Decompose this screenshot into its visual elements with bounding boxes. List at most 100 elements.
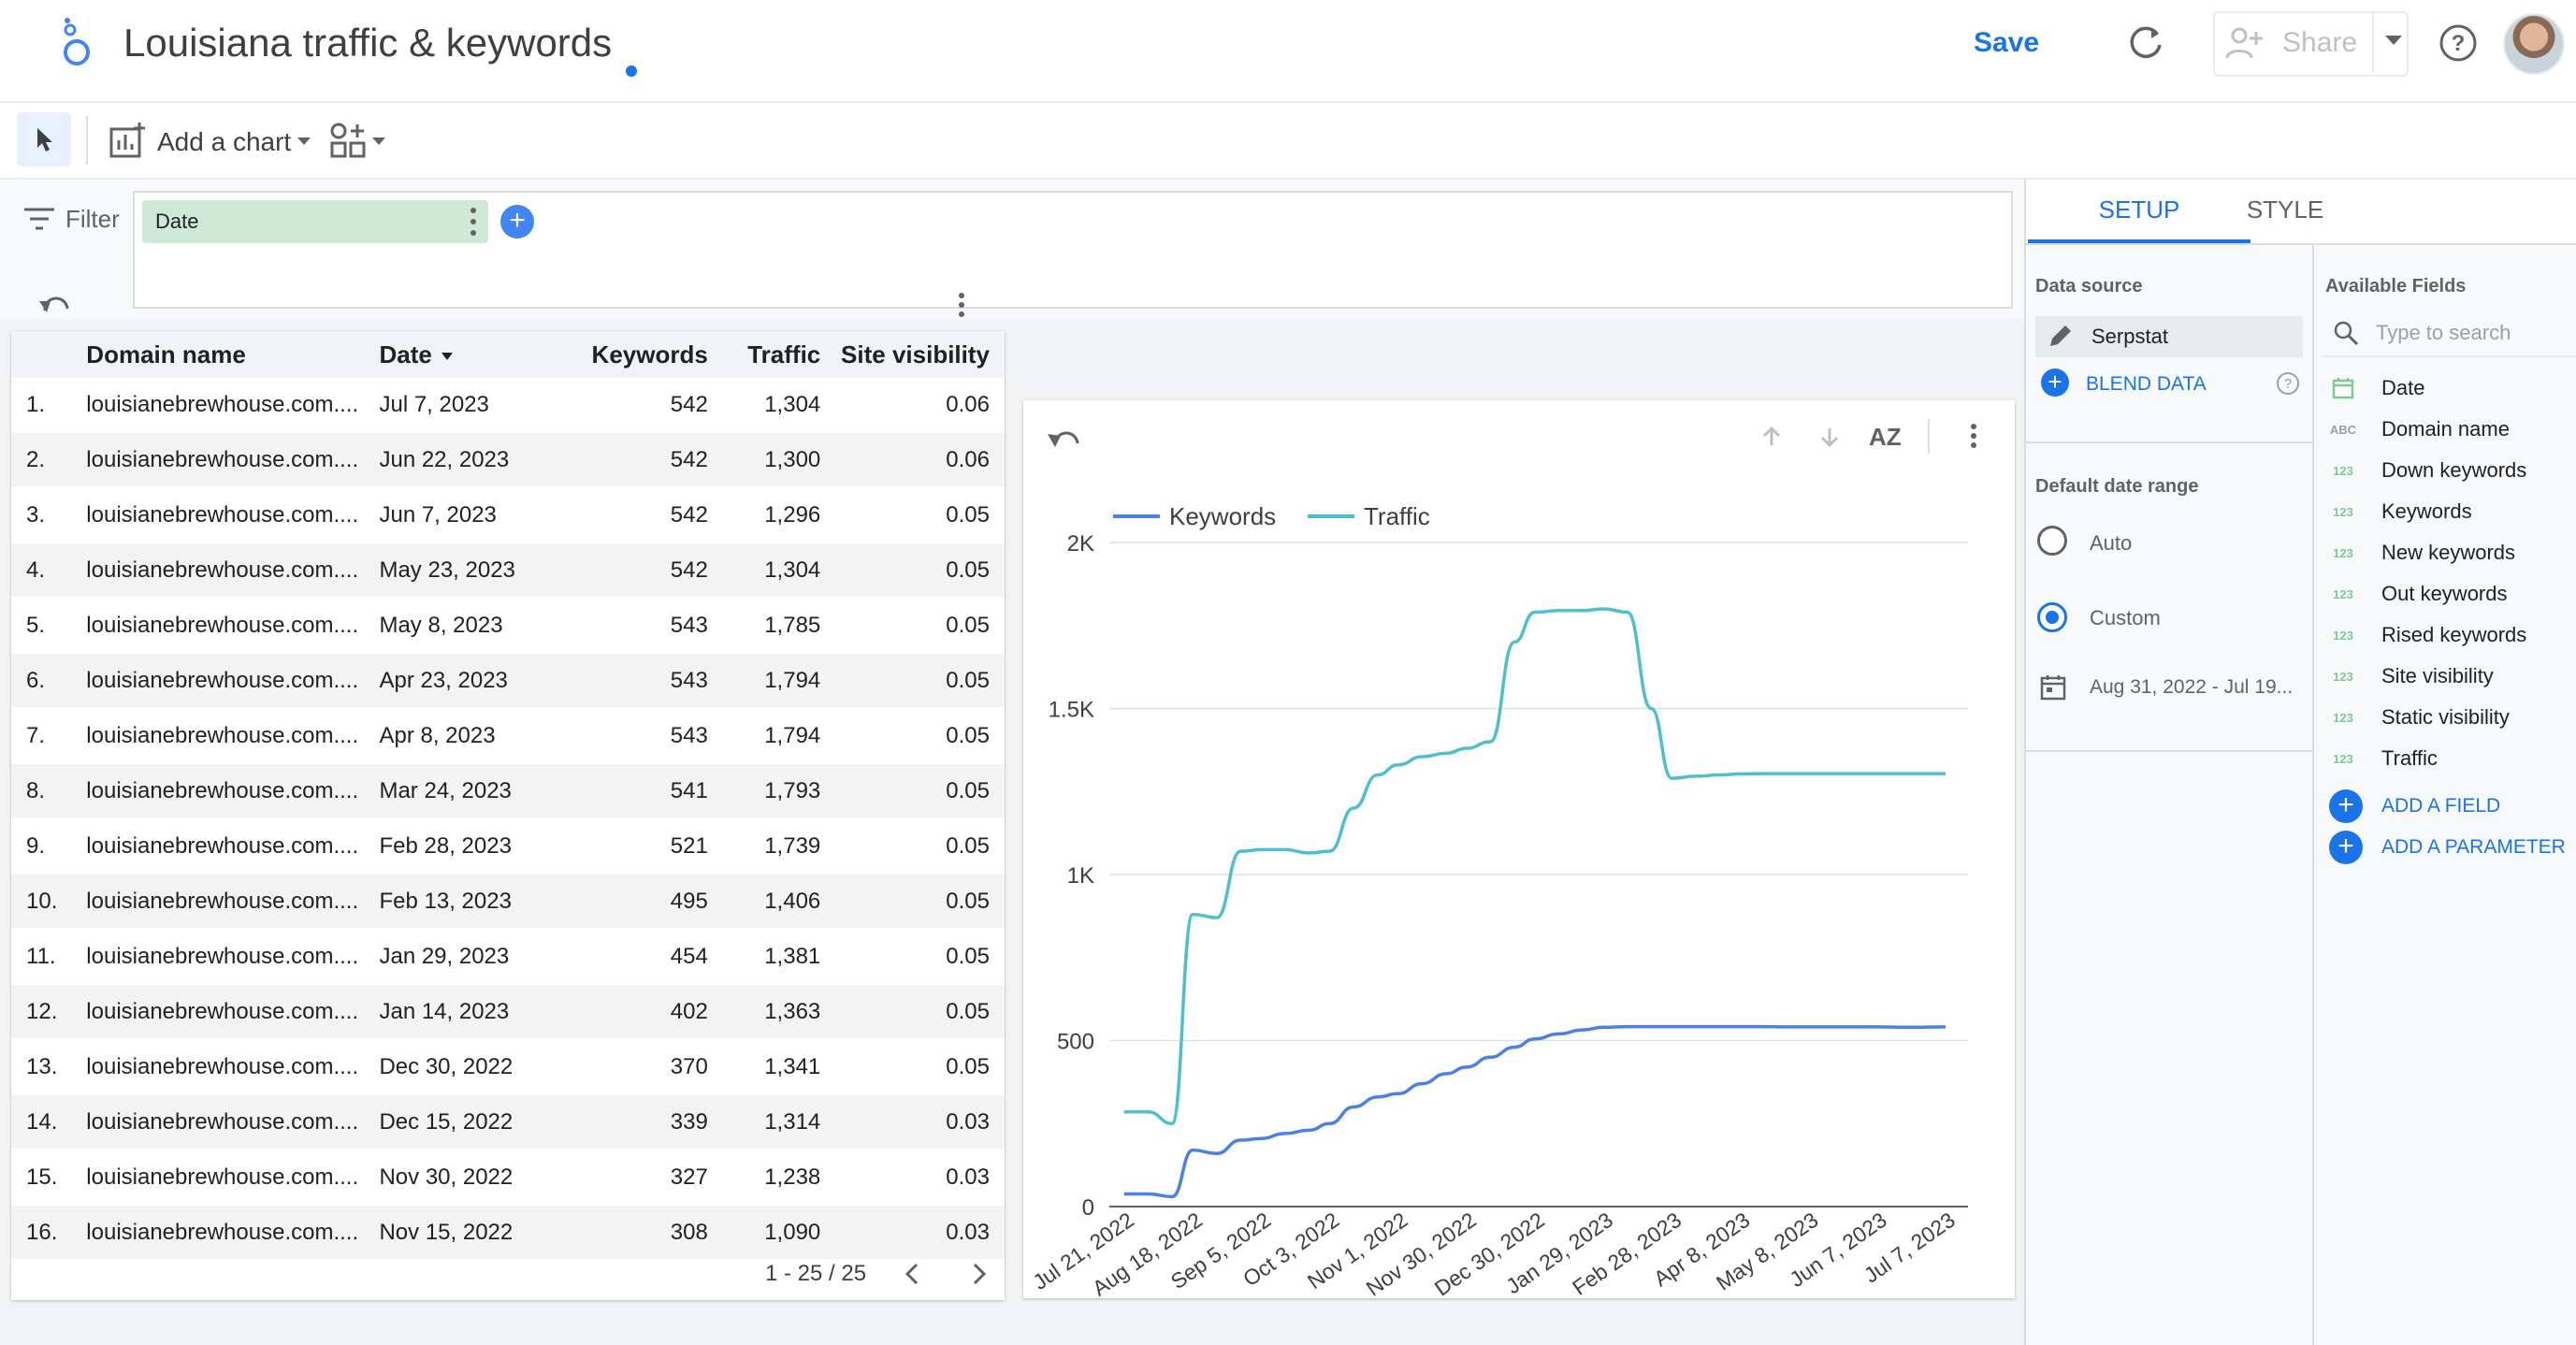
- table-row[interactable]: 12. louisianebrewhouse.com.... Jan 14, 202…: [11, 984, 1005, 1040]
- chart-undo-icon[interactable]: [1048, 431, 1079, 447]
- field-item[interactable]: 123 Traffic: [2329, 741, 2572, 778]
- custom-radio[interactable]: [2037, 602, 2067, 632]
- sort-ascending-icon[interactable]: [1762, 426, 1781, 445]
- report-title[interactable]: Louisiana traffic & keywords: [123, 21, 613, 65]
- column-header-date[interactable]: Date: [379, 331, 558, 378]
- filter-label[interactable]: Filter: [65, 205, 120, 233]
- table-row[interactable]: 7. louisianebrewhouse.com.... Apr 8, 2023 5…: [11, 708, 1005, 764]
- add-field-plus-icon[interactable]: +: [2329, 789, 2363, 823]
- series-line-traffic[interactable]: [1124, 607, 1946, 1126]
- column-header-site-visibility[interactable]: Site visibility: [830, 331, 1005, 378]
- field-item[interactable]: 123 Static visibility: [2329, 700, 2572, 737]
- add-filter-button[interactable]: +: [500, 205, 534, 239]
- column-header-keywords[interactable]: Keywords: [557, 331, 717, 378]
- tab-setup[interactable]: SETUP: [2098, 195, 2180, 224]
- table-row[interactable]: 11. louisianebrewhouse.com.... Jan 29, 202…: [11, 929, 1005, 985]
- blend-data-button[interactable]: BLEND DATA: [2086, 373, 2207, 395]
- add-chart-icon[interactable]: [109, 122, 146, 159]
- add-chart-button[interactable]: Add a chart: [157, 127, 292, 156]
- select-tool-button[interactable]: [17, 112, 71, 166]
- series-line-keywords[interactable]: [1124, 1024, 1946, 1199]
- active-tab-indicator: [2028, 239, 2250, 243]
- add-chart-caret-icon[interactable]: [297, 137, 311, 145]
- undo-icon[interactable]: [36, 290, 73, 316]
- column-header-traffic[interactable]: Traffic: [716, 331, 831, 378]
- table-row[interactable]: 16. louisianebrewhouse.com.... Nov 15, 202…: [11, 1205, 1005, 1261]
- add-parameter-plus-icon[interactable]: +: [2329, 831, 2363, 864]
- date-range-picker[interactable]: Aug 31, 2022 - Jul 19...: [2090, 676, 2294, 698]
- cell-date: May 8, 2023: [379, 598, 558, 654]
- legend-label[interactable]: Traffic: [1364, 502, 1430, 530]
- cell-keywords: 543: [557, 598, 717, 654]
- more-vert-icon[interactable]: [958, 292, 965, 318]
- table-row[interactable]: 14. louisianebrewhouse.com.... Dec 15, 202…: [11, 1094, 1005, 1150]
- auto-radio[interactable]: [2037, 526, 2067, 556]
- auto-radio-label[interactable]: Auto: [2090, 531, 2133, 555]
- filter-icon[interactable]: [21, 204, 58, 234]
- field-item[interactable]: 123 Keywords: [2329, 494, 2572, 531]
- field-name: Keywords: [2381, 499, 2472, 523]
- field-item[interactable]: 123 Down keywords: [2329, 453, 2572, 490]
- row-index: 8.: [11, 763, 87, 819]
- calendar-icon[interactable]: [2039, 673, 2067, 701]
- help-icon[interactable]: ?: [2438, 22, 2479, 64]
- table-row[interactable]: 2. louisianebrewhouse.com.... Jun 22, 2023…: [11, 432, 1005, 488]
- field-item[interactable]: 123 Rised keywords: [2329, 617, 2572, 655]
- sort-descending-icon[interactable]: [1820, 428, 1839, 448]
- cell-keywords: 542: [557, 432, 717, 488]
- sort-desc-icon[interactable]: [441, 352, 453, 360]
- save-button[interactable]: Save: [1974, 27, 2040, 58]
- table-row[interactable]: 8. louisianebrewhouse.com.... Mar 24, 2023…: [11, 763, 1005, 819]
- chevron-left-icon[interactable]: [902, 1259, 924, 1289]
- column-header-domain[interactable]: Domain name: [86, 331, 380, 378]
- chart-more-vert-icon[interactable]: [1971, 424, 1976, 448]
- table-row[interactable]: 4. louisianebrewhouse.com.... May 23, 2023…: [11, 542, 1005, 599]
- add-control-caret-icon[interactable]: [372, 137, 385, 145]
- field-item[interactable]: 123 New keywords: [2329, 535, 2572, 572]
- more-vert-icon[interactable]: [470, 206, 477, 238]
- table-row[interactable]: 10. louisianebrewhouse.com.... Feb 13, 202…: [11, 874, 1005, 930]
- column-header-label: Keywords: [591, 340, 708, 369]
- field-item[interactable]: Date: [2329, 370, 2572, 408]
- table-row[interactable]: 3. louisianebrewhouse.com.... Jun 7, 2023 5…: [11, 487, 1005, 543]
- help-icon[interactable]: ?: [2275, 370, 2301, 397]
- tab-style[interactable]: STYLE: [2246, 195, 2324, 224]
- field-item[interactable]: 123 Out keywords: [2329, 576, 2572, 614]
- pagination-label: 1 - 25 / 25: [765, 1261, 867, 1286]
- data-source-name[interactable]: Serpstat: [2091, 325, 2168, 348]
- share-button[interactable]: Share: [2282, 27, 2358, 58]
- table-row[interactable]: 1. louisianebrewhouse.com.... Jul 7, 2023 5…: [11, 378, 1005, 433]
- user-avatar[interactable]: [2503, 13, 2565, 75]
- custom-radio-label[interactable]: Custom: [2090, 606, 2161, 629]
- legend-label[interactable]: Keywords: [1169, 502, 1276, 530]
- blend-data-plus-icon[interactable]: +: [2041, 369, 2069, 397]
- table-row[interactable]: 13. louisianebrewhouse.com.... Dec 30, 202…: [11, 1039, 1005, 1095]
- pencil-icon[interactable]: [2045, 322, 2075, 352]
- cell-keywords: 541: [557, 763, 717, 819]
- row-index: 11.: [11, 929, 87, 985]
- add-parameter-button[interactable]: ADD A PARAMETER: [2381, 836, 2566, 858]
- add-control-icon[interactable]: [329, 122, 367, 159]
- sort-az-icon[interactable]: AZ: [1869, 423, 1902, 451]
- table-row[interactable]: 9. louisianebrewhouse.com.... Feb 28, 2023…: [11, 818, 1005, 875]
- data-source-selector[interactable]: [2035, 316, 2303, 357]
- chevron-right-icon[interactable]: [967, 1259, 990, 1289]
- refresh-icon[interactable]: [2123, 21, 2168, 65]
- data-table[interactable]: Domain name Date Keywords Traffic Site v…: [11, 331, 1005, 1300]
- line-chart[interactable]: AZ 0 500 1K 1.5K 2K Jul 21, 2022 Aug 18, 2022…: [1023, 400, 2015, 1298]
- field-search-input[interactable]: [2376, 316, 2572, 350]
- field-item[interactable]: ABC Domain name: [2329, 412, 2572, 449]
- number-field-icon: 123: [2333, 505, 2353, 519]
- svg-text:?: ?: [2284, 376, 2292, 392]
- field-item[interactable]: 123 Site visibility: [2329, 658, 2572, 696]
- add-person-icon[interactable]: [2224, 24, 2267, 62]
- share-dropdown-caret-icon[interactable]: [2385, 36, 2402, 45]
- table-row[interactable]: 5. louisianebrewhouse.com.... May 8, 2023 5…: [11, 598, 1005, 654]
- table-row[interactable]: 15. louisianebrewhouse.com.... Nov 30, 202…: [11, 1150, 1005, 1206]
- table-row[interactable]: 6. louisianebrewhouse.com.... Apr 23, 2023…: [11, 653, 1005, 709]
- cell-traffic: 1,794: [716, 653, 831, 709]
- add-field-button[interactable]: ADD A FIELD: [2381, 795, 2501, 817]
- cell-domain: louisianebrewhouse.com....: [86, 929, 380, 985]
- date-filter-chip[interactable]: [142, 200, 488, 243]
- looker-studio-logo-icon[interactable]: [54, 17, 99, 69]
